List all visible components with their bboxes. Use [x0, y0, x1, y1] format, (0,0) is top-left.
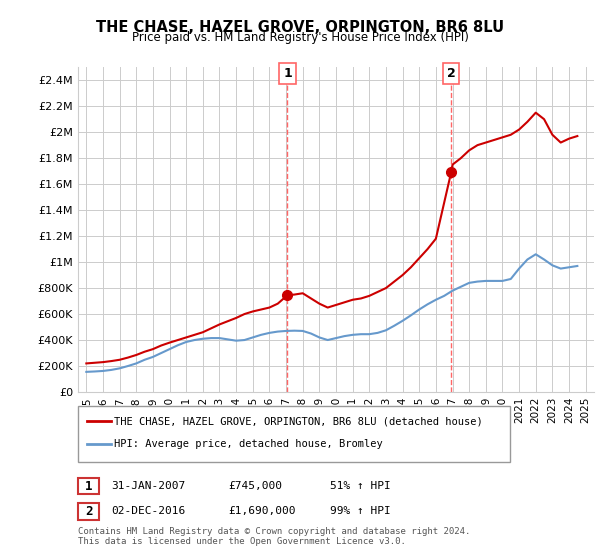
- Text: 2: 2: [85, 505, 92, 518]
- Text: THE CHASE, HAZEL GROVE, ORPINGTON, BR6 8LU (detached house): THE CHASE, HAZEL GROVE, ORPINGTON, BR6 8…: [114, 416, 483, 426]
- Text: £745,000: £745,000: [228, 481, 282, 491]
- Text: Contains HM Land Registry data © Crown copyright and database right 2024.
This d: Contains HM Land Registry data © Crown c…: [78, 526, 470, 546]
- Text: HPI: Average price, detached house, Bromley: HPI: Average price, detached house, Brom…: [114, 439, 383, 449]
- Text: 31-JAN-2007: 31-JAN-2007: [111, 481, 185, 491]
- Text: 1: 1: [85, 479, 92, 493]
- Text: 1: 1: [283, 67, 292, 80]
- Text: THE CHASE, HAZEL GROVE, ORPINGTON, BR6 8LU: THE CHASE, HAZEL GROVE, ORPINGTON, BR6 8…: [96, 20, 504, 35]
- Text: 99% ↑ HPI: 99% ↑ HPI: [330, 506, 391, 516]
- Text: 51% ↑ HPI: 51% ↑ HPI: [330, 481, 391, 491]
- Text: Price paid vs. HM Land Registry's House Price Index (HPI): Price paid vs. HM Land Registry's House …: [131, 31, 469, 44]
- Text: 2: 2: [447, 67, 455, 80]
- Text: 02-DEC-2016: 02-DEC-2016: [111, 506, 185, 516]
- Text: £1,690,000: £1,690,000: [228, 506, 296, 516]
